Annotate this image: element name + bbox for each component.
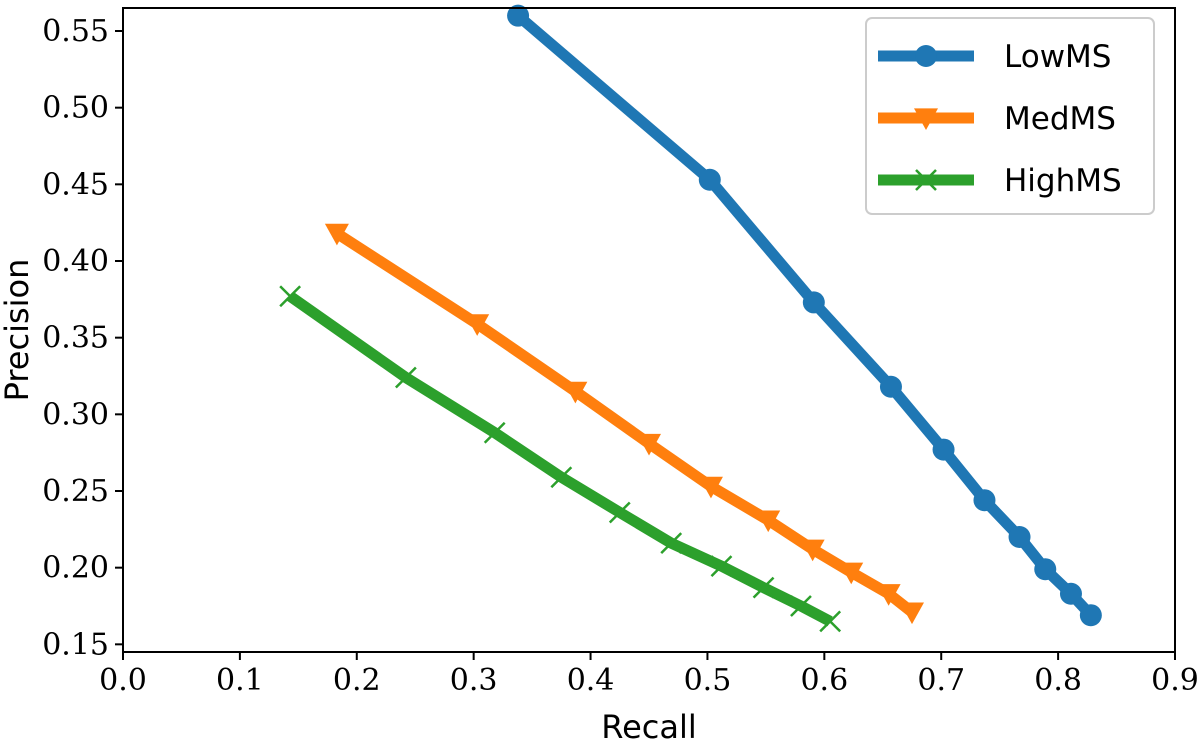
series-highms <box>279 285 842 633</box>
x-tick-label: 0.4 <box>567 663 615 698</box>
data-point-lowms <box>1059 582 1082 605</box>
legend-label-medms: MedMS <box>1004 101 1116 137</box>
legend-item-medms: MedMS <box>878 101 1116 137</box>
x-tick-label: 0.8 <box>1034 663 1082 698</box>
x-tick-label: 0.7 <box>917 663 965 698</box>
y-tick-label: 0.35 <box>42 321 109 356</box>
data-point-medms <box>756 510 781 533</box>
data-point-highms <box>394 366 417 389</box>
data-point-lowms <box>932 438 955 461</box>
data-point-highms <box>483 421 506 444</box>
x-axis-ticks: 0.0 0.1 0.2 0.3 0.4 0.5 0.6 0.7 0.8 0.9 <box>99 652 1199 698</box>
data-point-medms <box>876 584 901 606</box>
series-line-highms <box>286 291 833 627</box>
legend: LowMS MedMS HighMS <box>865 17 1155 215</box>
data-point-medms <box>465 314 490 336</box>
data-point-lowms <box>973 489 996 512</box>
data-point-lowms <box>1034 558 1057 581</box>
data-point-lowms <box>507 4 530 27</box>
legend-box <box>865 17 1155 215</box>
data-point-medms <box>324 223 349 246</box>
x-tick-label: 0.6 <box>800 663 848 698</box>
data-point-highms <box>752 576 775 599</box>
legend-marker-highms <box>915 169 937 191</box>
y-tick-label: 0.30 <box>42 397 109 432</box>
legend-marker-medms <box>914 108 938 130</box>
data-point-medms <box>900 602 924 625</box>
data-point-highms <box>819 610 842 633</box>
y-tick-label: 0.55 <box>42 14 109 49</box>
legend-item-lowms: LowMS <box>878 39 1111 75</box>
data-point-highms <box>660 532 683 555</box>
y-tick-label: 0.45 <box>42 167 109 202</box>
y-tick-label: 0.25 <box>42 474 109 509</box>
x-tick-label: 0.9 <box>1151 663 1199 698</box>
data-point-lowms <box>1079 604 1102 627</box>
y-tick-label: 0.50 <box>42 91 109 126</box>
data-point-lowms <box>802 291 825 314</box>
x-tick-label: 0.2 <box>333 663 381 698</box>
y-tick-label: 0.20 <box>42 551 109 586</box>
series-line-lowms <box>514 11 1095 619</box>
data-point-highms <box>608 501 631 524</box>
series-lowms <box>507 4 1102 627</box>
data-point-medms <box>839 562 864 585</box>
data-point-medms <box>800 539 825 562</box>
data-point-highms <box>279 285 302 308</box>
x-tick-label: 0.1 <box>216 663 264 698</box>
data-point-highms <box>550 466 573 489</box>
y-axis-ticks: 0.15 0.20 0.25 0.30 0.35 0.40 0.45 0.50 0.55 <box>42 14 123 662</box>
series-layer <box>279 4 1102 633</box>
data-point-lowms <box>879 375 902 398</box>
data-point-medms <box>563 381 588 404</box>
legend-label-lowms: LowMS <box>1004 39 1111 75</box>
x-tick-label: 0.3 <box>450 663 498 698</box>
y-tick-label: 0.40 <box>42 244 109 279</box>
x-tick-label: 0.0 <box>99 663 147 698</box>
x-axis-label: Recall <box>601 708 696 745</box>
legend-item-highms: HighMS <box>878 163 1122 199</box>
data-point-highms <box>790 595 812 617</box>
data-point-medms <box>637 433 661 456</box>
legend-label-highms: HighMS <box>1004 163 1122 199</box>
data-point-lowms <box>1008 526 1031 548</box>
y-tick-label: 0.15 <box>42 627 109 662</box>
series-medms <box>324 223 924 625</box>
data-point-highms <box>710 555 733 578</box>
data-point-medms <box>698 476 723 499</box>
y-axis-label: Precision <box>0 259 36 402</box>
plot-frame <box>122 7 1176 653</box>
x-tick-label: 0.5 <box>684 663 732 698</box>
series-line-medms <box>333 228 916 617</box>
legend-marker-lowms <box>915 45 937 67</box>
data-point-lowms <box>698 168 721 191</box>
